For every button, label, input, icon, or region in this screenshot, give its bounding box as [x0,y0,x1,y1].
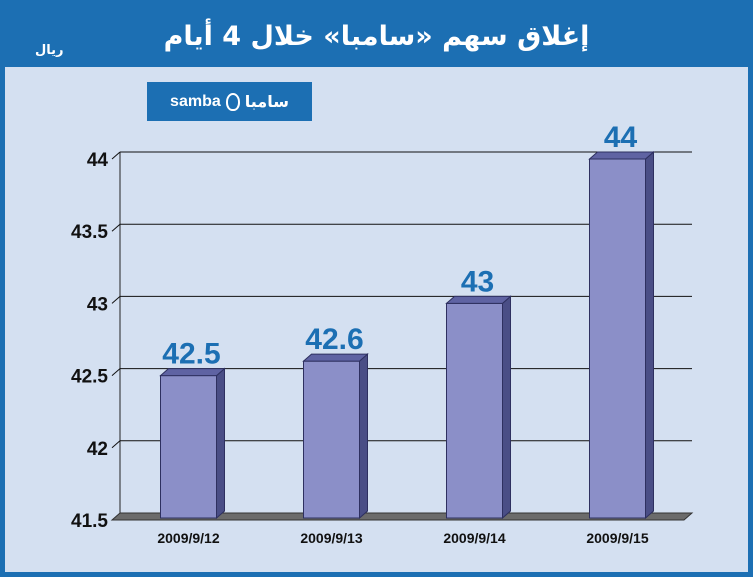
bar-side [502,295,511,520]
gridline-depth [111,296,121,304]
unit-label: ريال [35,43,64,58]
label-layer: 41.5 42 42.5 43 43.5 44 42.5 2009/9/12 42.6 2009/… [71,121,649,546]
data-label: 44 [604,121,638,154]
samba-emblem-icon [225,92,240,111]
x-tick-label: 2009/9/13 [300,530,362,546]
bar-top [445,295,512,304]
bar [303,360,360,519]
x-tick-label: 2009/9/15 [586,530,648,546]
bar [589,158,646,519]
samba-logo: samba سامبا [147,82,312,121]
chart-title: إغلاق سهم «سامبا» خلال 4 أيام [163,20,590,52]
x-tick-label: 2009/9/14 [443,530,505,546]
data-label: 42.6 [305,323,363,356]
bar-side [645,150,654,520]
title-bar: إغلاق سهم «سامبا» خلال 4 أيام [5,5,748,67]
bar-side [216,367,225,520]
gridline-depth [111,151,121,160]
bar [160,375,217,519]
y-tick-label: 44 [87,150,109,171]
bar-top [302,353,369,362]
y-tick-label: 43.5 [71,222,108,243]
y-tick-label: 41.5 [71,511,108,532]
gridline-depth [111,440,121,449]
logo-arabic-text: سامبا [244,92,289,111]
data-label: 43 [461,265,494,298]
logo-latin-text: samba [170,92,221,110]
gridline-depth [111,223,121,232]
y-tick-label: 43 [87,294,108,315]
y-tick-label: 42.5 [71,367,108,388]
bar [446,302,503,519]
bar-layer [159,150,655,520]
gridline-depth [111,368,121,376]
x-tick-label: 2009/9/12 [157,530,219,546]
y-tick-label: 42 [87,439,108,460]
bar-side [359,353,368,520]
data-label: 42.5 [162,338,220,371]
bar-top [159,368,226,377]
bar-top [588,151,655,160]
